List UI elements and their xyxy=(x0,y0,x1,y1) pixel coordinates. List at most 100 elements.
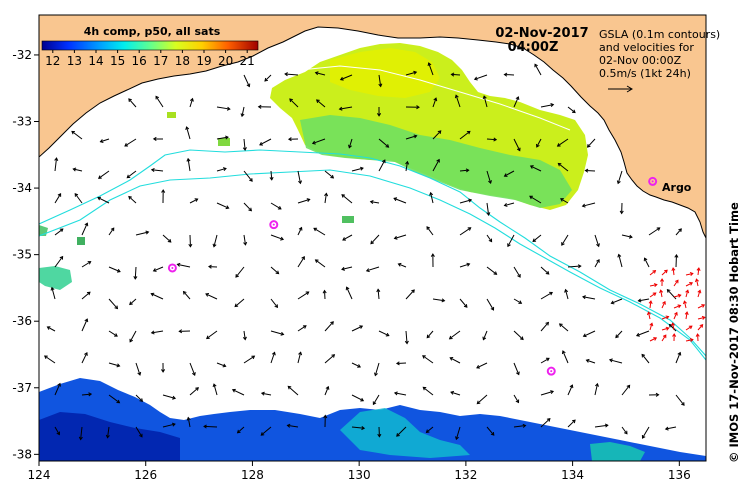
velocity-arrow xyxy=(540,321,550,332)
velocity-arrow xyxy=(315,99,326,108)
velocity-arrow xyxy=(427,62,434,76)
velocity-arrow xyxy=(621,384,631,396)
velocity-arrow xyxy=(124,138,137,147)
velocity-arrow xyxy=(429,191,434,204)
velocity-arrow xyxy=(341,266,353,271)
velocity-arrow xyxy=(185,126,191,140)
velocity-arrow xyxy=(405,160,410,172)
velocity-arrow xyxy=(615,330,623,339)
velocity-arrow xyxy=(557,162,569,172)
y-tick-label: -36 xyxy=(12,314,32,328)
velocity-arrow xyxy=(135,426,143,438)
hr-velocity-arrow xyxy=(685,325,693,331)
velocity-arrow xyxy=(666,288,677,300)
velocity-arrow xyxy=(378,138,390,148)
velocity-arrow xyxy=(54,193,62,204)
velocity-arrow xyxy=(459,130,471,140)
velocity-arrow xyxy=(259,138,272,146)
argo-float-marker xyxy=(648,176,658,186)
velocity-arrow xyxy=(664,426,677,431)
velocity-arrow xyxy=(270,351,276,364)
velocity-arrow xyxy=(582,330,596,338)
hr-velocity-arrow xyxy=(649,322,654,331)
velocity-arrow xyxy=(482,330,488,341)
argo-float-marker xyxy=(546,366,556,376)
velocity-arrow xyxy=(581,202,596,208)
velocity-arrow xyxy=(240,106,245,118)
velocity-arrow xyxy=(648,227,661,236)
velocity-arrow xyxy=(405,105,420,110)
velocity-arrow xyxy=(313,227,326,236)
velocity-arrow xyxy=(529,165,542,172)
colorbar-tick-label: 12 xyxy=(45,54,60,68)
velocity-arrow xyxy=(264,74,272,82)
hr-velocity-arrow xyxy=(685,282,694,287)
velocity-arrow xyxy=(208,264,218,269)
velocity-arrow xyxy=(377,426,382,438)
velocity-arrow xyxy=(54,426,60,436)
sst-patch-bight-warm xyxy=(330,48,440,98)
velocity-arrow xyxy=(594,382,599,396)
velocity-arrow xyxy=(558,323,569,332)
velocity-arrow xyxy=(486,170,492,185)
velocity-arrow xyxy=(476,362,488,369)
velocity-arrow xyxy=(338,106,353,111)
velocity-arrow xyxy=(608,358,623,364)
velocity-arrow xyxy=(365,266,380,273)
velocity-arrow xyxy=(513,298,523,304)
velocity-arrow xyxy=(393,234,407,240)
velocity-arrow xyxy=(297,325,307,332)
velocity-arrow xyxy=(540,291,553,300)
hr-velocity-arrow xyxy=(649,337,658,342)
velocity-arrow xyxy=(617,253,623,268)
velocity-vectors xyxy=(43,62,685,441)
sst-patch-small-2 xyxy=(218,138,230,146)
x-axis: 124 126 128 130 132 134 136 xyxy=(28,461,691,482)
hr-velocity-arrow xyxy=(661,300,666,309)
velocity-arrow xyxy=(242,330,247,341)
velocity-arrow xyxy=(189,97,194,108)
velocity-arrow xyxy=(97,170,110,179)
velocity-arrow xyxy=(432,158,440,172)
velocity-arrow xyxy=(486,426,495,436)
velocity-arrow xyxy=(585,358,596,364)
velocity-arrow xyxy=(243,170,253,182)
velocity-arrow xyxy=(322,289,327,300)
colorbar-tick-label: 19 xyxy=(196,54,211,68)
velocity-arrow xyxy=(108,330,118,337)
high-res-velocity-vectors xyxy=(646,267,706,343)
velocity-arrow xyxy=(324,385,330,396)
velocity-arrow xyxy=(342,234,353,241)
velocity-arrow xyxy=(393,391,407,396)
velocity-arrow xyxy=(216,135,229,140)
velocity-arrow xyxy=(54,157,59,172)
velocity-arrow xyxy=(188,234,193,248)
velocity-arrow xyxy=(46,326,56,332)
velocity-arrow xyxy=(397,262,407,268)
hr-velocity-arrow xyxy=(649,283,658,288)
velocity-arrow xyxy=(289,98,299,108)
velocity-arrow xyxy=(449,357,461,364)
y-tick-label: -33 xyxy=(12,115,32,129)
velocity-arrow xyxy=(324,192,329,204)
velocity-arrow xyxy=(235,266,245,278)
velocity-arrow xyxy=(432,130,442,140)
velocity-arrow xyxy=(351,394,365,402)
velocity-arrow xyxy=(72,167,83,172)
velocity-arrow xyxy=(162,234,172,243)
velocity-arrow xyxy=(297,170,303,185)
velocity-arrow xyxy=(621,234,633,239)
x-tick-label: 128 xyxy=(241,468,264,482)
velocity-arrow xyxy=(425,426,434,434)
info-line-4: 0.5m/s (1kt 24h) xyxy=(599,67,691,80)
velocity-arrow xyxy=(314,259,326,268)
velocity-arrow xyxy=(242,138,247,151)
velocity-arrow xyxy=(108,298,119,310)
velocity-arrow xyxy=(643,257,650,268)
velocity-arrow xyxy=(135,230,150,236)
hr-velocity-arrow xyxy=(697,315,706,320)
velocity-arrow xyxy=(637,298,650,303)
velocity-arrow xyxy=(161,189,166,204)
x-tick-label: 136 xyxy=(668,468,691,482)
velocity-arrow xyxy=(476,394,488,405)
